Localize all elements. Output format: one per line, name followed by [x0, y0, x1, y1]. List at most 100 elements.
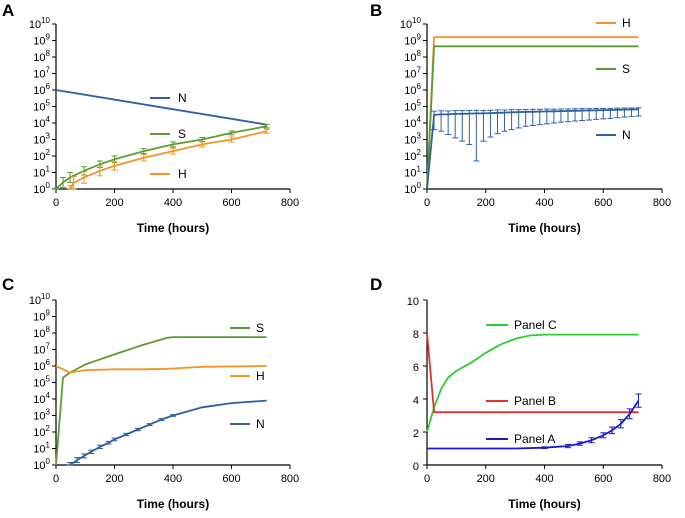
y-tick-label: 108	[404, 49, 421, 64]
x-tick-label: 400	[535, 473, 553, 485]
error-bar	[522, 108, 529, 127]
y-tick-exponent: 0	[46, 457, 51, 466]
x-tick-label: 600	[222, 197, 240, 209]
y-tick-base: 10	[33, 427, 45, 439]
y-tick-base: 10	[404, 168, 416, 180]
panel-letter: A	[2, 1, 14, 20]
error-bar	[586, 108, 593, 121]
y-tick-label: 104	[33, 115, 50, 130]
y-tick-exponent: 4	[417, 115, 422, 124]
y-tick-exponent: 10	[41, 16, 50, 25]
error-bar	[635, 107, 642, 117]
x-tick-label: 400	[164, 197, 182, 209]
error-bar	[170, 141, 176, 148]
x-axis-title: Time (hours)	[137, 497, 209, 511]
y-tick-base: 10	[33, 444, 45, 456]
panel-letter: B	[370, 1, 382, 20]
y-tick-exponent: 8	[46, 325, 51, 334]
error-bar	[543, 108, 550, 125]
y-tick-label: 103	[404, 132, 421, 147]
y-tick-base: 10	[404, 118, 416, 130]
series-line-panel-c	[426, 333, 639, 433]
y-tick-label: 103	[33, 132, 50, 147]
error-bar	[67, 462, 74, 466]
y-tick-exponent: 9	[46, 309, 51, 318]
y-tick-label: 102	[33, 424, 50, 439]
y-tick-base: 10	[404, 69, 416, 81]
series-line-s	[55, 125, 267, 190]
error-bar	[70, 176, 77, 190]
y-tick-base: 10	[400, 19, 412, 31]
error-bar	[140, 153, 147, 162]
error-bar	[487, 109, 494, 138]
series-line-n	[69, 399, 267, 466]
y-tick-label: 107	[33, 66, 50, 81]
y-tick-exponent: 1	[417, 165, 422, 174]
y-tick-exponent: 8	[46, 49, 51, 58]
y-tick-base: 10	[33, 460, 45, 472]
y-tick-base: 10	[29, 295, 41, 307]
error-bar	[134, 427, 141, 432]
x-tick-label: 600	[222, 473, 240, 485]
error-bar	[88, 449, 95, 454]
y-tick-exponent: 1	[46, 441, 51, 450]
y-tick-base: 10	[33, 52, 45, 64]
legend-label: Panel A	[514, 432, 555, 446]
y-tick-label: 109	[33, 33, 50, 48]
error-bar	[576, 441, 583, 446]
error-bar	[53, 187, 59, 190]
x-axis-title: Time (hours)	[508, 497, 580, 511]
y-tick-exponent: 6	[46, 82, 51, 91]
error-bar	[111, 161, 118, 171]
y-tick-base: 10	[33, 36, 45, 48]
y-tick-exponent: 7	[46, 66, 51, 75]
error-bar	[60, 176, 67, 188]
error-bar	[431, 110, 438, 131]
legend-label: Panel C	[514, 318, 557, 332]
y-tick-base: 10	[404, 184, 416, 196]
y-tick-label: 109	[33, 309, 50, 324]
y-tick-exponent: 2	[417, 148, 422, 157]
x-axis-title: Time (hours)	[137, 221, 209, 235]
legend-label: H	[256, 369, 265, 383]
error-bar	[111, 437, 118, 442]
error-bar	[228, 130, 235, 136]
y-tick-base: 10	[404, 135, 416, 147]
y-tick-exponent: 8	[417, 49, 422, 58]
error-bar	[81, 453, 88, 459]
error-bar	[607, 107, 614, 119]
y-tick-base: 10	[33, 102, 45, 114]
error-bar	[557, 108, 564, 123]
error-bar	[466, 109, 473, 145]
y-tick-label: 102	[33, 148, 50, 163]
y-tick-base: 10	[33, 328, 45, 340]
y-tick-label: 101	[33, 441, 50, 456]
y-tick-label: 100	[404, 181, 421, 196]
error-bar	[628, 107, 635, 117]
y-tick-exponent: 1	[46, 165, 51, 174]
error-bar	[626, 408, 633, 420]
y-tick-base: 10	[33, 118, 45, 130]
y-tick-label: 107	[33, 342, 50, 357]
x-tick-label: 0	[53, 473, 59, 485]
error-bar	[614, 107, 621, 119]
error-bar	[445, 110, 452, 136]
y-tick-exponent: 0	[417, 181, 422, 190]
y-tick-exponent: 3	[46, 408, 51, 417]
legend-label: N	[256, 417, 265, 431]
error-bar	[438, 110, 445, 132]
y-tick-label: 106	[33, 358, 50, 373]
y-tick-base: 10	[33, 184, 45, 196]
y-tick-label: 1010	[29, 292, 51, 307]
y-tick-base: 10	[404, 36, 416, 48]
y-tick-label: 0	[413, 461, 419, 473]
y-tick-base: 10	[33, 85, 45, 97]
error-bar	[593, 107, 600, 120]
y-tick-exponent: 4	[46, 115, 51, 124]
panel-letter: C	[2, 275, 14, 294]
error-bar	[452, 110, 459, 139]
x-tick-label: 0	[53, 197, 59, 209]
y-tick-base: 10	[33, 135, 45, 147]
error-bar	[565, 443, 571, 449]
